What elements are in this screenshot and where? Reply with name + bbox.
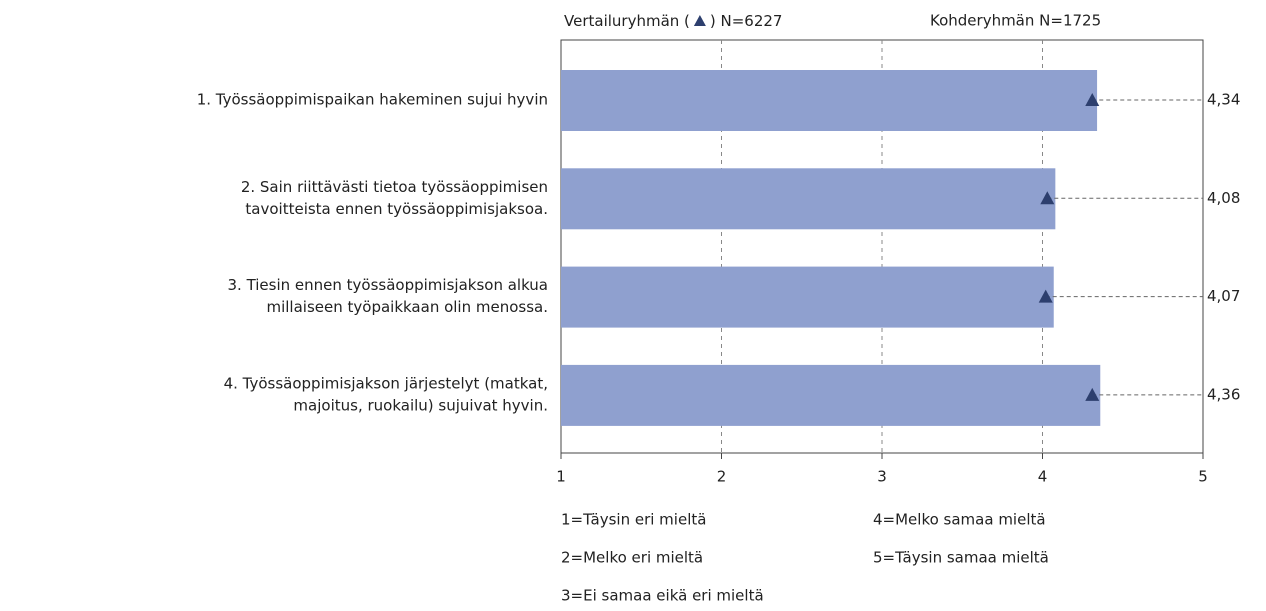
value-label: 4,07 bbox=[1207, 287, 1240, 305]
scale-legend: 4=Melko samaa mieltä bbox=[873, 511, 1046, 529]
bar bbox=[561, 364, 1101, 426]
value-label: 4,34 bbox=[1207, 91, 1240, 109]
scale-legend: 3=Ei samaa eikä eri mieltä bbox=[561, 587, 764, 605]
scale-legend: 5=Täysin samaa mieltä bbox=[873, 549, 1049, 567]
category-label: 2. Sain riittävästi tietoa työssäoppimis… bbox=[241, 178, 548, 196]
scale-legend: 2=Melko eri mieltä bbox=[561, 549, 703, 567]
comparison-marker bbox=[1038, 289, 1053, 303]
scale-legend: 1=Täysin eri mieltä bbox=[561, 511, 706, 529]
value-label: 4,08 bbox=[1207, 189, 1240, 207]
comparison-header: Vertailuryhmän ( ) N=6227 bbox=[564, 12, 782, 30]
target-header: Kohderyhmän N=1725 bbox=[930, 12, 1101, 30]
x-tick-label: 3 bbox=[877, 468, 887, 486]
category-label: majoitus, ruokailu) sujuivat hyvin. bbox=[293, 396, 548, 414]
category-label: 1. Työssäoppimispaikan hakeminen sujui h… bbox=[197, 91, 548, 109]
x-tick-label: 1 bbox=[556, 468, 566, 486]
legend-triangle bbox=[693, 15, 706, 26]
category-label: millaiseen työpaikkaan olin menossa. bbox=[266, 298, 548, 316]
bar bbox=[561, 168, 1056, 230]
bar bbox=[561, 70, 1098, 131]
comparison-header-a: Vertailuryhmän ( bbox=[564, 12, 690, 30]
category-label: 3. Tiesin ennen työssäoppimisjakson alku… bbox=[227, 276, 548, 294]
bar bbox=[561, 266, 1054, 328]
comparison-header-b: ) N=6227 bbox=[710, 12, 783, 30]
value-label: 4,36 bbox=[1207, 385, 1240, 403]
comparison-marker bbox=[1085, 387, 1100, 401]
x-tick-label: 4 bbox=[1038, 468, 1048, 486]
category-label: tavoitteista ennen työssäoppimisjaksoa. bbox=[245, 200, 548, 218]
comparison-marker bbox=[1040, 191, 1055, 205]
category-label: 4. Työssäoppimisjakson järjestelyt (matk… bbox=[224, 374, 548, 392]
comparison-marker bbox=[1085, 93, 1100, 106]
x-tick-label: 2 bbox=[717, 468, 727, 486]
x-tick-label: 5 bbox=[1198, 468, 1208, 486]
